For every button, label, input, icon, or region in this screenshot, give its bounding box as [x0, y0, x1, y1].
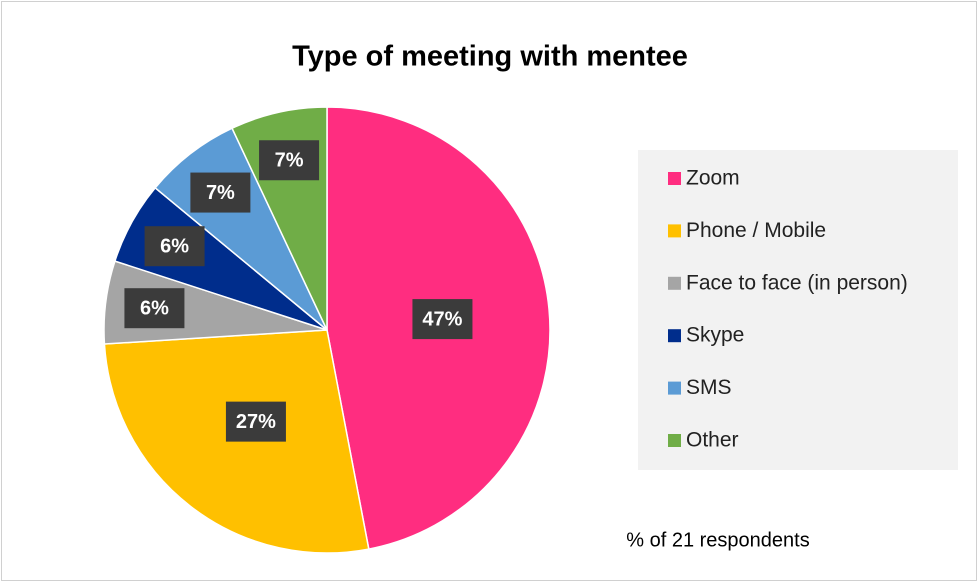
legend-label: Face to face (in person) [686, 271, 908, 294]
legend-label: Other [686, 429, 739, 452]
data-label: 27% [236, 411, 276, 433]
chart-title: Type of meeting with mentee [292, 41, 688, 73]
legend-label: SMS [686, 376, 732, 399]
data-label: 7% [275, 150, 304, 172]
legend-swatch [668, 381, 681, 395]
data-label: 6% [160, 235, 189, 257]
legend-swatch [668, 172, 681, 185]
legend-box [638, 150, 958, 470]
data-label-box [259, 140, 320, 181]
data-label: 47% [422, 308, 462, 330]
data-label-box [124, 288, 185, 329]
legend-swatch [668, 434, 681, 447]
data-label-box [190, 172, 251, 213]
legend-swatch [668, 329, 681, 343]
legend-label: Zoom [686, 167, 740, 190]
data-label-box [144, 226, 205, 267]
data-label: 6% [140, 297, 169, 319]
data-label-box [412, 299, 473, 340]
legend-swatch [668, 276, 681, 290]
legend-label: Phone / Mobile [686, 219, 826, 242]
data-label-box [225, 401, 286, 442]
legend-label: Skype [686, 324, 744, 347]
data-label: 7% [206, 182, 235, 204]
annotation: % of 21 respondents [626, 529, 809, 551]
legend-swatch [668, 224, 681, 238]
